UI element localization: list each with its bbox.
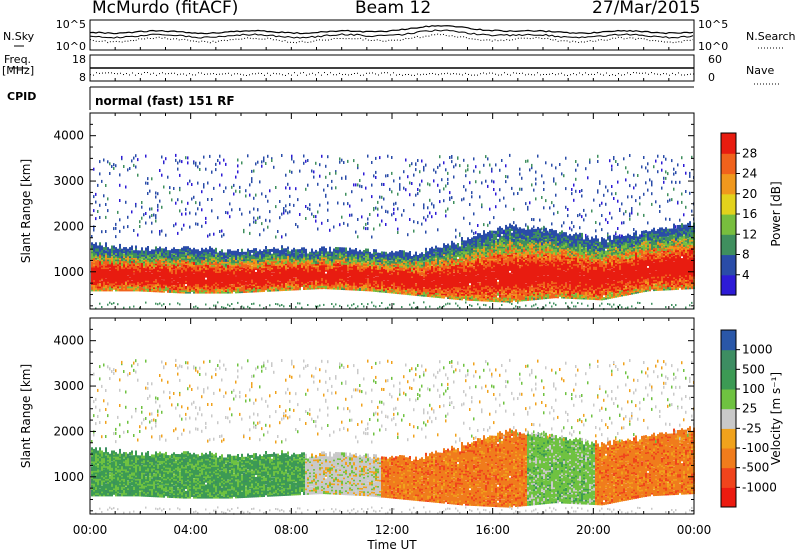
nsearch-label: N.Search (746, 30, 796, 43)
svg-text:10^0: 10^0 (56, 40, 86, 53)
aux-panels (89, 19, 695, 110)
colorbar-tick-label: 4 (742, 268, 750, 282)
colorbar-tick-label: 24 (742, 167, 757, 181)
y-tick-label: 2000 (53, 424, 84, 438)
velocity-axes: 1000 2000 3000 4000 Slant Range [km] (19, 318, 695, 514)
velocity-colorbar: -1000 -500 -100 -25 25 100 500 1000 Velocity [m … (720, 329, 783, 508)
y-axis-label: Slant Range [km] (19, 364, 33, 468)
time-axis: 00:00 04:00 08:00 12:00 16:00 20:00 00:00 Time … (73, 523, 712, 552)
x-tick-label: 12:00 (375, 523, 410, 537)
power-colorbar: 4 8 12 16 20 24 28 Power [dB] (720, 132, 783, 296)
x-tick-label: 04:00 (173, 523, 208, 537)
x-tick-label: 16:00 (475, 523, 510, 537)
colorbar-tick-label: 16 (742, 207, 757, 221)
aux-data (89, 25, 694, 76)
y-tick-label: 3000 (53, 379, 84, 393)
y-tick-label: 2000 (53, 219, 84, 233)
nsky-label: N.Sky (3, 30, 34, 43)
y-tick-label: 4000 (53, 334, 84, 348)
x-tick-label: 20:00 (576, 523, 611, 537)
y-axis-label: Slant Range [km] (19, 159, 33, 263)
cpid-label: CPID (7, 90, 36, 103)
power-axes: 1000 2000 3000 4000 Slant Range [km] (19, 113, 695, 309)
nave-label: Nave (746, 64, 774, 77)
colorbar-tick-label: 20 (742, 187, 757, 201)
freq-label: Freq. (4, 53, 31, 66)
x-tick-label: 00:00 (677, 523, 712, 537)
freq-unit-label: [MHz] (2, 64, 34, 77)
colorbar-label: Power [dB] (769, 181, 783, 246)
colorbar-tick-label: 1000 (742, 343, 773, 357)
colorbar-tick-label: 28 (742, 146, 757, 160)
svg-text:8: 8 (79, 71, 86, 84)
x-tick-label: 08:00 (274, 523, 309, 537)
svg-text:10^5: 10^5 (698, 18, 728, 31)
colorbar-tick-label: 8 (742, 248, 750, 262)
svg-text:18: 18 (72, 53, 86, 66)
svg-text:10^5: 10^5 (56, 18, 86, 31)
colorbar-tick-label: 12 (742, 227, 757, 241)
colorbar-tick-label: 100 (742, 382, 765, 396)
station-title: McMurdo (fitACF) (92, 0, 238, 18)
x-axis-label: Time UT (366, 538, 417, 552)
y-tick-label: 4000 (53, 129, 84, 143)
velocity-heatmap (91, 358, 695, 516)
colorbar-tick-label: -25 (742, 421, 762, 435)
beam-title: Beam 12 (355, 0, 431, 18)
cpid-info: normal (fast) 151 RF (95, 94, 235, 108)
colorbar-tick-label: -500 (742, 461, 769, 475)
y-tick-label: 3000 (53, 174, 84, 188)
x-tick-label: 00:00 (73, 523, 108, 537)
date-title: 27/Mar/2015 (592, 0, 700, 18)
colorbar-label: Velocity [m s⁻¹] (769, 372, 783, 465)
colorbar-tick-label: -1000 (742, 480, 777, 494)
y-tick-label: 1000 (53, 265, 84, 279)
colorbar-tick-label: -100 (742, 441, 769, 455)
svg-text:60: 60 (708, 53, 722, 66)
colorbar-tick-label: 25 (742, 402, 757, 416)
power-heatmap (91, 153, 695, 311)
svg-text:10^0: 10^0 (698, 40, 728, 53)
colorbar-tick-label: 500 (742, 362, 765, 376)
svg-text:0: 0 (708, 71, 715, 84)
y-tick-label: 1000 (53, 470, 84, 484)
